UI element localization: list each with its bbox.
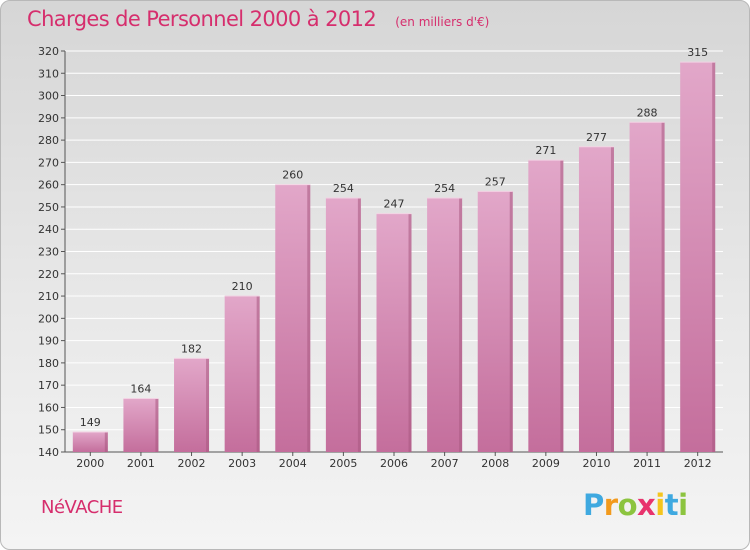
x-tick-label: 2012: [684, 457, 712, 470]
logo-letter: P: [583, 488, 604, 522]
y-tick-label: 230: [38, 246, 59, 259]
bar-shade: [206, 358, 210, 452]
bar-shade: [104, 431, 108, 452]
x-tick-label: 2003: [228, 457, 256, 470]
y-tick-label: 260: [38, 179, 59, 192]
y-tick-label: 180: [38, 357, 59, 370]
bar-2012: [680, 62, 716, 453]
x-tick-label: 2004: [279, 457, 307, 470]
y-tick-label: 310: [38, 67, 59, 80]
proxiti-logo[interactable]: Proxiti: [583, 488, 688, 522]
data-label: 164: [130, 383, 151, 396]
x-tick-label: 2007: [431, 457, 459, 470]
data-label: 210: [232, 280, 253, 293]
data-label: 288: [637, 106, 658, 119]
y-tick-label: 300: [38, 90, 59, 103]
x-tick-label: 2002: [178, 457, 206, 470]
bar-shade: [408, 213, 412, 452]
bar-shade: [509, 191, 513, 452]
bar-2004: [275, 184, 311, 452]
x-tick-label: 2011: [633, 457, 661, 470]
bar-2000: [72, 431, 108, 452]
bars: 149 164 182 210 260 254 247 254 257 271 277 288 315: [72, 46, 716, 453]
bar-shade: [661, 122, 665, 453]
y-tick-label: 200: [38, 312, 59, 325]
y-tick-label: 140: [38, 446, 59, 459]
bar-shade: [155, 398, 159, 452]
bar-shade: [560, 160, 564, 452]
logo-letter: i: [655, 488, 665, 522]
chart-subtitle: (en milliers d'€): [395, 15, 490, 29]
y-tick-label: 270: [38, 156, 59, 169]
bar-shade: [610, 146, 614, 453]
x-tick-label: 2010: [582, 457, 610, 470]
bar-2007: [427, 198, 463, 452]
x-tick-label: 2001: [127, 457, 155, 470]
bar-shade: [357, 198, 361, 452]
y-tick-label: 190: [38, 335, 59, 348]
x-tick-label: 2000: [76, 457, 104, 470]
y-tick-label: 250: [38, 201, 59, 214]
y-tick-label: 320: [38, 45, 59, 58]
x-tick-label: 2008: [481, 457, 509, 470]
bar-2006: [376, 213, 412, 452]
data-label: 254: [434, 182, 455, 195]
chart-title: Charges de Personnel 2000 à 2012: [27, 7, 377, 31]
bar-2011: [629, 122, 665, 453]
y-tick-label: 160: [38, 401, 59, 414]
bar-2005: [325, 198, 361, 452]
logo-letter: i: [678, 488, 688, 522]
bar-2009: [528, 160, 564, 452]
bar-2010: [578, 146, 614, 453]
y-tick-label: 290: [38, 112, 59, 125]
bar-2002: [174, 358, 210, 452]
x-tick-label: 2009: [532, 457, 560, 470]
bar-shade: [256, 296, 260, 452]
data-label: 315: [687, 46, 708, 59]
data-label: 257: [485, 175, 506, 188]
title-row: Charges de Personnel 2000 à 2012 (en mil…: [27, 7, 489, 31]
y-tick-label: 280: [38, 134, 59, 147]
y-tick-label: 240: [38, 223, 59, 236]
x-tick-label: 2006: [380, 457, 408, 470]
data-label: 149: [80, 416, 101, 429]
data-label: 271: [535, 144, 556, 157]
axes: 140 150 160 170 180 190 200 210 220 230 240 250 260 2…: [38, 45, 723, 470]
bar-2001: [123, 398, 159, 452]
bar-shade: [712, 62, 716, 453]
bar-shade: [307, 184, 311, 452]
logo-letter: t: [664, 488, 679, 522]
data-label: 277: [586, 131, 607, 144]
y-tick-label: 220: [38, 268, 59, 281]
bar-2008: [477, 191, 513, 452]
data-label: 182: [181, 342, 202, 355]
data-label: 254: [333, 182, 354, 195]
bar-shade: [459, 198, 463, 452]
y-tick-label: 170: [38, 379, 59, 392]
y-tick-label: 210: [38, 290, 59, 303]
logo-letter: r: [603, 488, 618, 522]
data-label: 260: [282, 169, 303, 182]
y-tick-label: 150: [38, 424, 59, 437]
x-tick-label: 2005: [329, 457, 357, 470]
logo-letter: x: [637, 488, 656, 522]
logo-letter: o: [617, 488, 638, 522]
bar-2003: [224, 296, 260, 452]
data-label: 247: [384, 198, 405, 211]
commune-name: NéVACHE: [41, 497, 123, 518]
